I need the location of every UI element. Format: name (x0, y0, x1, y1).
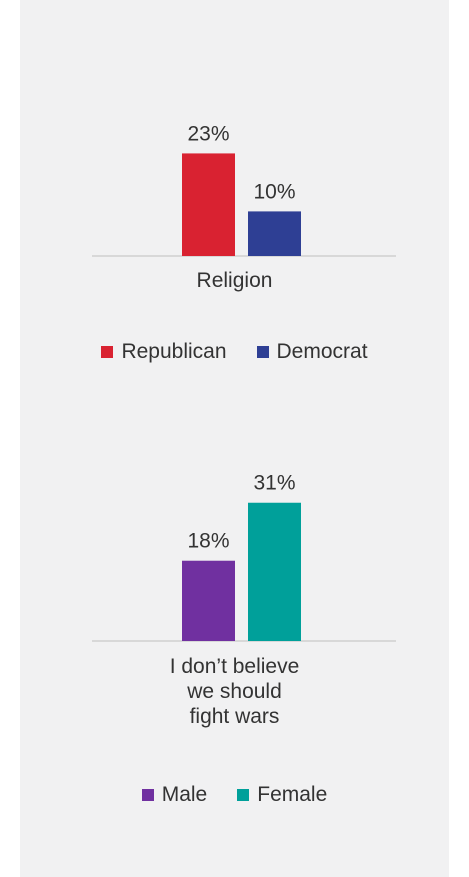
legend-label: Male (161, 783, 208, 806)
bar-male (182, 560, 235, 641)
category-label: I don’t believe we should fight wars (0, 654, 469, 729)
legend-item-democrat: Democrat (256, 340, 368, 364)
legend-item-male: Male (141, 783, 208, 807)
legend: Republican Democrat (0, 340, 469, 364)
data-label-democrat: 10% (253, 180, 295, 203)
chart-religion: 23% 10% (92, 122, 396, 257)
legend: Male Female (0, 783, 469, 807)
category-line: fight wars (189, 705, 280, 728)
data-label-republican: 23% (187, 122, 229, 145)
category-label: Religion (196, 269, 273, 292)
chart-panel (20, 0, 449, 877)
legend-label: Female (257, 783, 328, 806)
legend-swatch (256, 346, 269, 358)
category-line: I don’t believe (169, 655, 300, 678)
legend-label: Republican (121, 340, 227, 363)
chart-fight-wars: 18% 31% (92, 472, 396, 642)
bar-republican (182, 153, 235, 256)
category-line: we should (187, 680, 282, 703)
legend-item-female: Female (237, 783, 327, 807)
data-label-female: 31% (253, 472, 295, 495)
bar-female (248, 502, 301, 641)
legend-item-republican: Republican (101, 340, 227, 364)
legend-swatch (101, 346, 114, 358)
legend-swatch (141, 789, 154, 801)
legend-swatch (237, 789, 250, 801)
data-label-male: 18% (187, 530, 229, 553)
legend-label: Democrat (276, 340, 368, 363)
bar-democrat (248, 211, 301, 256)
